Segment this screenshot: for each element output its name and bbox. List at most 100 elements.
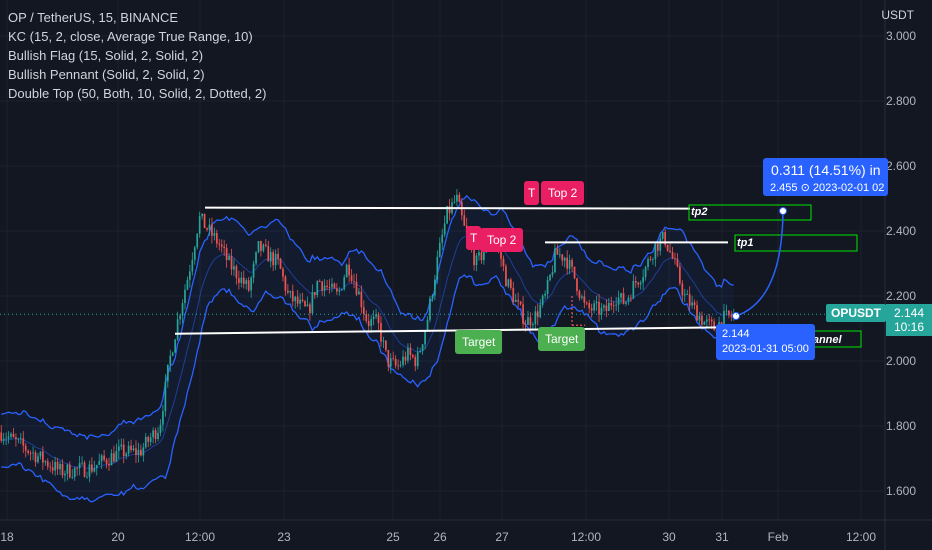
keltner-lower xyxy=(1,274,734,503)
candle-body xyxy=(323,285,326,291)
candle-body xyxy=(122,444,125,457)
candle-body xyxy=(24,445,27,451)
candle-body xyxy=(184,289,186,304)
candle-body xyxy=(512,287,515,303)
x-tick-label: 25 xyxy=(386,530,400,544)
projection-change: 0.311 (14.51%) in xyxy=(771,162,881,178)
candle-body xyxy=(144,436,147,448)
candle-body xyxy=(201,213,203,217)
candle-body xyxy=(140,449,142,456)
candle-body xyxy=(51,467,54,471)
candle-body xyxy=(316,281,319,296)
candle-body xyxy=(166,364,169,382)
cursor-price: 2.144 xyxy=(722,328,750,340)
keltner-upper xyxy=(1,194,734,441)
candle-body xyxy=(367,320,370,327)
projection-target: 2.455 ⊙ 2023-02-01 02 xyxy=(770,182,885,194)
cursor-tooltip: 2.144 2023-01-31 05:00 xyxy=(716,324,815,360)
last-price-tag: 2.144 10:16 xyxy=(886,304,932,336)
top-label-prefix-a: T xyxy=(524,181,540,205)
candle-body xyxy=(46,461,49,467)
symbol-price-tag[interactable]: OPUSDT xyxy=(826,304,887,322)
legend-indicator-bullish-flag[interactable]: Bullish Flag (15, Solid, 2, Solid, 2) xyxy=(8,48,204,63)
candle-body xyxy=(294,296,297,302)
candle-body xyxy=(463,215,466,226)
candle-body xyxy=(456,194,458,202)
candle-body xyxy=(578,291,581,298)
candle-body xyxy=(348,264,350,276)
candle-body xyxy=(196,233,199,248)
candle-body xyxy=(336,288,338,292)
x-tick-label: 31 xyxy=(715,530,729,544)
candle-body xyxy=(208,224,211,230)
candle-body xyxy=(600,307,603,315)
top-label-prefix-b: T xyxy=(466,226,482,250)
legend-symbol[interactable]: OP / TetherUS, 15, BINANCE xyxy=(8,10,179,25)
x-tick-label: 18 xyxy=(0,530,14,544)
candle-body xyxy=(137,449,140,456)
candle-body xyxy=(203,213,206,229)
candle-body xyxy=(264,244,267,246)
candle-body xyxy=(260,240,262,251)
candle-body xyxy=(558,254,561,256)
candle-body xyxy=(113,453,115,462)
candle-body xyxy=(563,257,566,261)
projection-start-point xyxy=(732,312,740,320)
candle-body xyxy=(267,245,270,262)
candle-body xyxy=(191,259,194,272)
candle-body xyxy=(605,305,608,312)
candle-body xyxy=(429,298,431,320)
candle-body xyxy=(245,280,248,284)
legend-indicator-double-top[interactable]: Double Top (50, Both, 10, Solid, 2, Dott… xyxy=(8,86,267,101)
candle-body xyxy=(446,206,448,224)
candle-body xyxy=(83,462,86,477)
candle-body xyxy=(64,473,66,476)
candle-body xyxy=(573,266,576,279)
candle-body xyxy=(693,302,696,306)
candle-body xyxy=(250,277,252,291)
double-top-resistance xyxy=(204,206,691,210)
legend-indicator-bullish-pennant[interactable]: Bullish Pennant (Solid, 2, Solid, 2) xyxy=(8,67,205,82)
candle-body xyxy=(671,252,674,259)
legend-indicator-kc[interactable]: KC (15, 2, close, Average True Range, 10… xyxy=(8,29,253,44)
candle-body xyxy=(541,295,544,305)
candle-body xyxy=(617,297,620,305)
candle-body xyxy=(238,278,240,284)
y-tick-label: 2.600 xyxy=(886,159,916,173)
candle-body xyxy=(81,462,83,464)
candle-body xyxy=(95,464,98,469)
candles xyxy=(0,189,735,483)
candle-body xyxy=(434,279,436,296)
candle-body xyxy=(443,223,446,235)
tp1-label: tp1 xyxy=(737,237,754,249)
candle-body xyxy=(522,304,524,324)
candle-body xyxy=(730,315,733,317)
candle-body xyxy=(632,280,635,299)
candle-body xyxy=(17,438,20,440)
candle-body xyxy=(12,433,15,438)
candle-body xyxy=(656,243,659,251)
candle-body xyxy=(517,299,520,302)
candle-body xyxy=(331,283,333,288)
candle-body xyxy=(358,291,360,295)
y-tick-label: 3.000 xyxy=(886,29,916,43)
candle-body xyxy=(142,447,145,456)
candle-body xyxy=(652,259,654,260)
candle-body xyxy=(642,277,644,283)
candle-body xyxy=(296,296,299,304)
candle-body xyxy=(274,253,277,266)
candle-body xyxy=(93,468,96,472)
candle-body xyxy=(534,311,537,325)
candle-body xyxy=(147,436,150,442)
y-tick-label: 2.200 xyxy=(886,289,916,303)
candle-body xyxy=(169,355,172,365)
candle-body xyxy=(130,445,132,451)
candle-body xyxy=(198,216,201,234)
candle-body xyxy=(154,430,157,440)
candle-body xyxy=(311,292,314,314)
candle-body xyxy=(654,243,657,260)
candle-body xyxy=(235,266,238,279)
